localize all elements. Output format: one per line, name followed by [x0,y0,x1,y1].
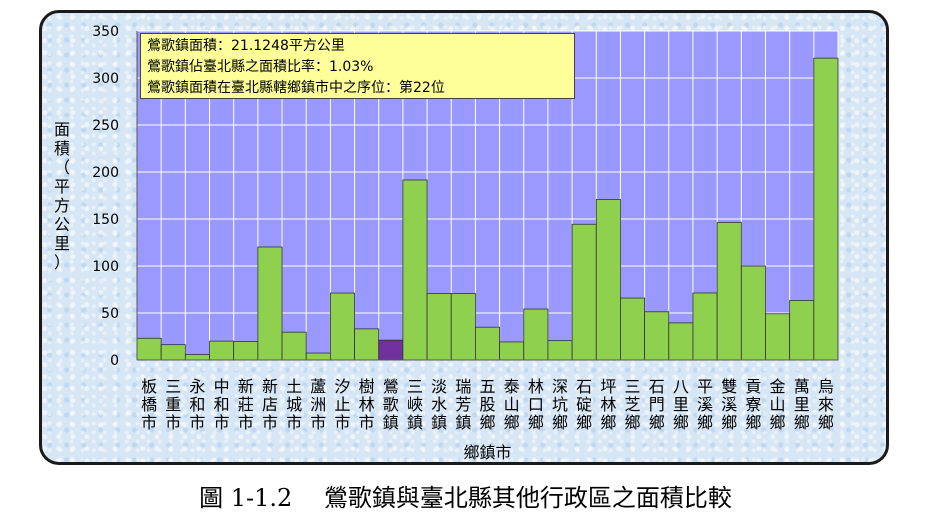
info-box: 鶯歌鎮面積：21.1248平方公里 鶯歌鎮佔臺北縣之面積比率：1.03% 鶯歌鎮… [140,33,575,99]
x-tick-label: 永和市 [189,377,205,432]
x-tick-label: 貢寮鄉 [745,377,761,432]
x-tick-label: 板橋市 [141,377,157,432]
y-tick-label: 200 [92,165,119,181]
x-tick-label: 泰山鄉 [504,377,520,432]
bar [813,57,839,361]
bar [402,179,428,361]
bar [595,199,621,361]
x-tick-label: 坪林鄉 [600,377,616,432]
bar [475,326,500,361]
x-tick-label: 樹林市 [359,377,375,432]
bar [184,354,210,361]
x-tick-label: 金山鄉 [770,377,786,432]
bar [233,341,259,361]
bar [571,223,597,361]
bar [378,339,404,361]
x-tick-label: 新店市 [262,377,278,432]
x-axis-title: 鄉鎮市 [463,443,511,462]
bar [354,328,380,361]
x-tick-label: 石門鄉 [649,377,665,432]
y-tick-label: 150 [92,212,119,228]
x-tick-label: 蘆洲市 [310,377,326,432]
bar [426,293,452,361]
x-tick-label: 雙溪鄉 [721,377,737,432]
bar [692,292,718,361]
bar [716,222,742,361]
x-tick-label: 鶯歌鎮 [383,377,399,432]
bar [789,300,815,361]
x-tick-label: 萬里鄉 [794,377,810,432]
x-tick-label: 土城市 [286,377,302,432]
bar [620,297,646,361]
x-tick-label: 林口鄉 [528,377,544,432]
bar [644,311,670,361]
bar [450,293,476,361]
bar [160,344,186,361]
y-tick-label: 350 [92,24,119,40]
bar [740,265,766,361]
x-tick-label: 新莊市 [238,377,254,432]
bar [257,246,283,361]
y-tick-label: 250 [92,118,119,134]
x-tick-label: 中和市 [214,377,230,432]
info-line-rank: 鶯歌鎮面積在臺北縣轄鄉鎮市中之序位：第22位 [147,80,445,96]
info-line-area: 鶯歌鎮面積：21.1248平方公里 [147,38,345,54]
x-tick-label: 八里鄉 [673,377,689,432]
bar [329,292,355,361]
bar [523,308,549,361]
bar [209,340,235,361]
bar [499,341,525,361]
x-tick-label: 瑞芳鎮 [455,377,471,432]
bar [305,352,331,361]
x-tick-label: 三芝鄉 [625,377,641,432]
x-tick-label: 汐止市 [334,377,350,432]
y-tick-label: 100 [92,259,119,275]
bar [136,337,162,361]
bar [547,340,573,361]
figure-caption: 圖 1-1.2 鶯歌鎮與臺北縣其他行政區之面積比較 [199,484,732,512]
info-line-ratio: 鶯歌鎮佔臺北縣之面積比率：1.03% [147,59,374,75]
y-axis-title: 面積（平方公里） [54,120,70,272]
x-tick-label: 深坑鄉 [552,377,568,432]
x-tick-label: 石碇鄉 [576,377,592,432]
x-tick-label: 烏來鄉 [818,377,834,432]
x-tick-label: 三峽鎮 [407,377,423,432]
bar [765,313,791,361]
bar [281,331,307,361]
x-tick-label: 平溪鄉 [697,377,713,432]
x-tick-label: 三重市 [165,377,181,432]
y-tick-label: 0 [110,353,119,369]
y-tick-label: 300 [92,71,119,87]
bar [668,322,694,361]
y-tick-label: 50 [101,306,119,322]
x-tick-label: 淡水鎮 [431,377,447,432]
x-tick-label: 五股鄉 [479,377,495,432]
